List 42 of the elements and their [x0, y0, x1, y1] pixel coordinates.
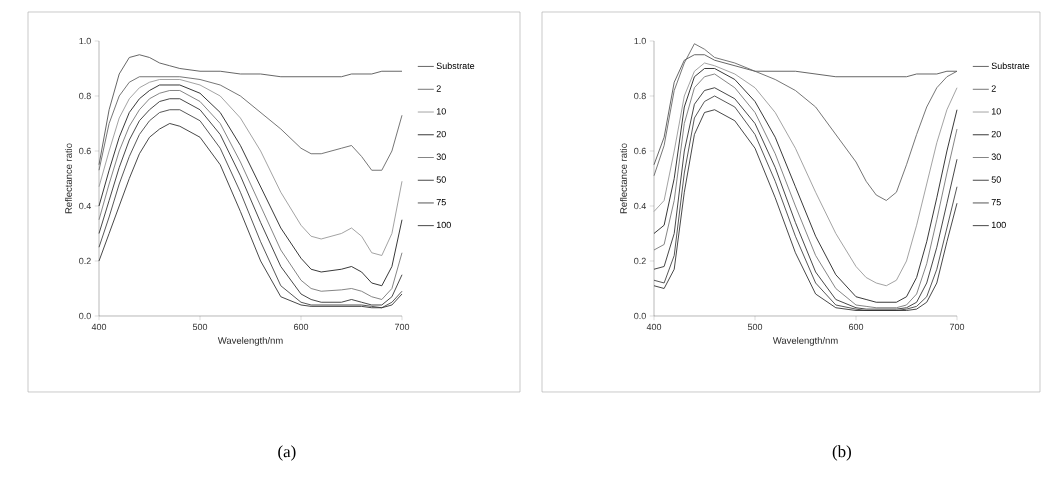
- legend-label: 75: [436, 199, 446, 206]
- x-tick-label: 600: [293, 323, 309, 331]
- y-axis-title: Reflectance ratio: [619, 143, 627, 214]
- y-tick-label: 0.4: [79, 202, 91, 210]
- legend-label: 10: [436, 108, 446, 115]
- text: (b): [832, 445, 851, 461]
- x-tick-label: 400: [91, 323, 107, 331]
- y-tick-label: 0.2: [79, 257, 91, 265]
- y-tick-label: 1.0: [79, 37, 91, 45]
- legend-label: 10: [991, 108, 1001, 115]
- legend-label: 20: [436, 130, 446, 138]
- x-tick-label: 700: [949, 323, 965, 331]
- y-tick-label: 0.6: [79, 147, 91, 155]
- legend-label: 50: [436, 176, 446, 183]
- x-tick-label: 500: [747, 323, 763, 331]
- y-tick-label: 0.0: [634, 312, 646, 320]
- x-tick-label: 700: [394, 323, 410, 331]
- legend-label: 50: [991, 176, 1001, 183]
- legend-label: 100: [991, 221, 1006, 229]
- y-tick-label: 0.4: [634, 202, 646, 210]
- x-tick-label: 500: [192, 323, 208, 331]
- y-tick-label: 0.8: [79, 92, 91, 100]
- x-axis-title: Wavelength/nm: [772, 336, 838, 346]
- legend-label: 2: [436, 85, 441, 92]
- legend-label: 100: [436, 221, 451, 229]
- y-tick-label: 0.8: [634, 92, 646, 100]
- legend-label: Substrate: [991, 62, 1030, 70]
- legend-label: 75: [991, 199, 1001, 206]
- y-tick-label: 1.0: [634, 37, 646, 45]
- y-axis-title: Reflectance ratio: [64, 143, 72, 214]
- legend-label: 2: [991, 85, 996, 92]
- y-tick-label: 0.0: [79, 312, 91, 320]
- legend-label: Substrate: [436, 62, 475, 70]
- legend-label: 20: [991, 130, 1001, 138]
- legend-label: 30: [436, 153, 446, 160]
- text: (a): [278, 445, 296, 461]
- x-tick-label: 600: [848, 323, 864, 331]
- y-tick-label: 0.2: [634, 257, 646, 265]
- y-tick-label: 0.6: [634, 147, 646, 155]
- x-axis-title: Wavelength/nm: [217, 336, 283, 346]
- x-tick-label: 400: [646, 323, 662, 331]
- legend-label: 30: [991, 153, 1001, 160]
